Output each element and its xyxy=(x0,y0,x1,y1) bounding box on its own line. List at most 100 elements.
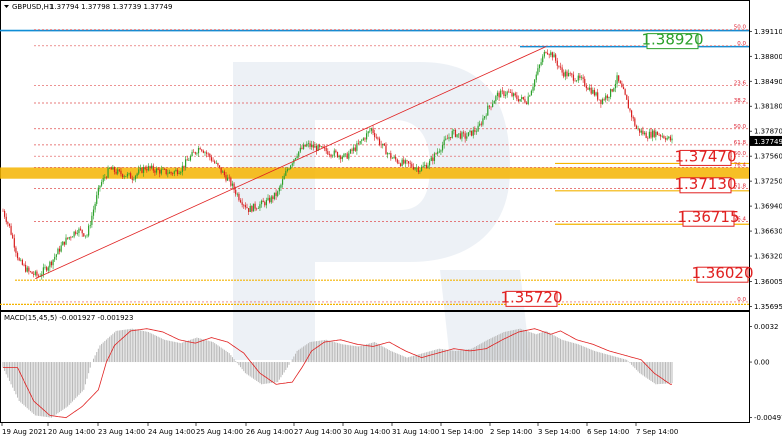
candle-body xyxy=(396,159,398,163)
candle-body xyxy=(37,275,40,277)
candle-body xyxy=(450,137,452,138)
candle-body xyxy=(430,157,432,161)
level-label-text: 1.37130 xyxy=(674,175,736,193)
time-tick-label: 7 Sep 14:00 xyxy=(636,428,678,436)
candle-body xyxy=(411,163,413,167)
candle-body xyxy=(462,132,465,134)
candle-body xyxy=(79,228,82,230)
candle-body xyxy=(404,160,406,164)
candle-body xyxy=(432,157,434,161)
candle-body xyxy=(328,154,331,155)
chart-header: GBPUSD,H1 1.37794 1.37798 1.37739 1.3774… xyxy=(4,3,172,11)
candle-body xyxy=(537,68,539,75)
candle-body xyxy=(57,248,59,255)
candle-body xyxy=(514,93,516,96)
candle-body xyxy=(614,83,617,89)
candle-body xyxy=(147,166,150,171)
candle-body xyxy=(84,235,87,237)
candle-body xyxy=(378,138,381,145)
fib-layer: 0.0 50.0 23.6 38.2 50.0 61.8 76.4 50.0 61.8 76.4 0… xyxy=(34,25,749,303)
candle-body xyxy=(458,133,460,135)
price-tick-label: 1.37250 xyxy=(754,178,782,186)
dropdown-arrow-icon[interactable] xyxy=(4,5,9,8)
fib-level-label: 76.4 xyxy=(734,216,747,222)
candle-body xyxy=(299,147,301,152)
candle-body xyxy=(440,150,442,152)
candle-body xyxy=(301,147,303,149)
candle-body xyxy=(273,192,276,200)
time-tick-label: 26 Aug 14:00 xyxy=(246,428,293,436)
fib-level-label: 23.6 xyxy=(734,80,747,86)
candle-body xyxy=(613,88,615,92)
candle-body xyxy=(28,267,30,272)
candle-body xyxy=(130,173,132,179)
candle-body xyxy=(655,131,657,137)
candle-body xyxy=(580,77,583,78)
fib-level-label: 38.2 xyxy=(734,98,746,104)
candle-body xyxy=(543,51,545,57)
candle-body xyxy=(29,271,32,272)
candle-body xyxy=(632,117,634,119)
candle-body xyxy=(163,168,166,170)
fib-level-label: 50.0 xyxy=(734,124,747,130)
fib-level-label: 50.0 xyxy=(734,25,747,31)
candle-body xyxy=(218,165,221,168)
candle-body xyxy=(454,129,457,137)
candle-body xyxy=(332,155,334,157)
candle-body xyxy=(83,233,85,237)
candle-body xyxy=(315,145,318,151)
candle-body xyxy=(34,271,36,275)
candle-body xyxy=(112,167,114,170)
candle-body xyxy=(31,271,33,274)
candle-body xyxy=(631,110,633,118)
candle-body xyxy=(175,169,177,172)
candle-body xyxy=(374,132,376,138)
candle-body xyxy=(193,151,195,153)
candle-body xyxy=(131,178,133,180)
candle-body xyxy=(348,153,350,159)
candle-body xyxy=(323,147,326,149)
candle-body xyxy=(664,138,667,140)
candle-body xyxy=(252,203,255,212)
macd-label: MACD(15,45,5) -0.001927 -0.001923 xyxy=(4,314,133,322)
candle-body xyxy=(658,134,660,136)
candle-body xyxy=(189,156,192,161)
candle-body xyxy=(340,155,342,160)
candle-body xyxy=(412,166,415,170)
candle-body xyxy=(372,128,374,133)
candle-body xyxy=(498,92,500,98)
candle-body xyxy=(254,203,256,209)
price-tick-label: 1.39110 xyxy=(754,28,782,36)
candle-body xyxy=(593,89,596,96)
macd-pane-frame xyxy=(0,311,750,423)
level-label-box xyxy=(682,210,735,227)
candle-body xyxy=(642,130,644,135)
candle-body xyxy=(443,139,445,146)
candle-body xyxy=(133,179,135,180)
candle-body xyxy=(504,94,507,96)
candle-body xyxy=(202,150,204,153)
candle-body xyxy=(403,159,405,164)
candle-body xyxy=(668,136,670,138)
candle-body xyxy=(538,64,541,69)
candle-body xyxy=(639,128,641,133)
candle-body xyxy=(492,103,494,107)
candle-body xyxy=(239,200,242,203)
candle-body xyxy=(353,147,355,151)
candle-body xyxy=(139,167,141,170)
candle-body xyxy=(2,210,4,212)
candle-body xyxy=(285,170,287,176)
candle-body xyxy=(566,71,568,77)
candle-body xyxy=(592,89,594,94)
level-label-text: 1.36715 xyxy=(677,208,739,226)
candle-body xyxy=(622,87,625,90)
candle-body xyxy=(222,171,224,173)
candle-body xyxy=(99,185,101,188)
candle-body xyxy=(141,167,143,173)
trendline-layer xyxy=(35,46,547,279)
macd-tick-label: -0.004977 xyxy=(754,414,782,422)
candle-body xyxy=(21,259,23,265)
candle-body xyxy=(12,234,14,239)
candle-body xyxy=(136,173,138,176)
candle-body xyxy=(67,237,69,239)
